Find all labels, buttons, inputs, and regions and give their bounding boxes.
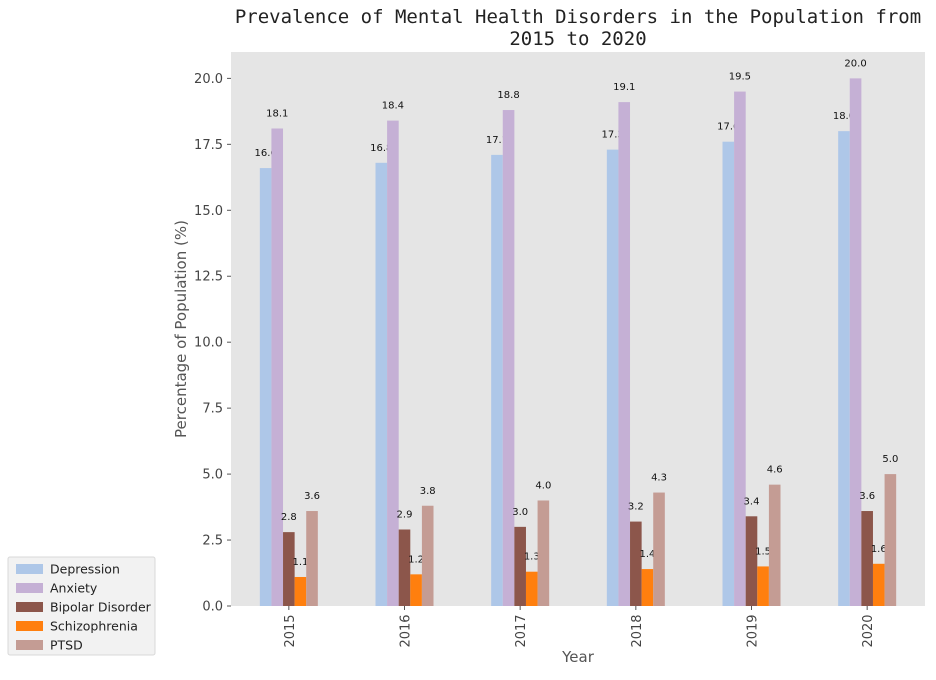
data-label-schizophrenia-2020: 1.6	[871, 544, 887, 555]
data-label-schizophrenia-2016: 1.2	[408, 554, 424, 565]
data-label-anxiety-2015: 18.1	[266, 109, 288, 120]
legend-swatch-ptsd	[16, 640, 43, 650]
bar-depression-2015	[259, 168, 272, 606]
data-label-ptsd-2018: 4.3	[651, 473, 667, 484]
x-tick-label: 2017	[514, 614, 529, 647]
data-label-depression-2016: 16.8	[370, 143, 392, 154]
legend-label-schizophrenia: Schizophrenia	[50, 619, 138, 634]
data-label-depression-2017: 17.1	[486, 135, 508, 146]
y-tick-label: 15.0	[194, 204, 223, 219]
legend-swatch-anxiety	[16, 583, 43, 593]
bar-bipolar-disorder-2015	[283, 532, 295, 606]
bar-ptsd-2020	[884, 474, 897, 606]
legend-label-depression: Depression	[50, 562, 120, 577]
data-label-anxiety-2016: 18.4	[382, 101, 404, 112]
data-label-ptsd-2016: 3.8	[420, 486, 436, 497]
x-tick-label: 2018	[630, 614, 645, 647]
data-label-schizophrenia-2018: 1.4	[639, 549, 655, 560]
bar-schizophrenia-2016	[410, 574, 422, 606]
chart-title-line-2: 2015 to 2020	[509, 28, 646, 50]
data-label-depression-2018: 17.3	[601, 130, 623, 141]
data-label-bipolar-disorder-2017: 3.0	[512, 507, 528, 518]
data-label-depression-2020: 18.0	[833, 111, 855, 122]
data-label-bipolar-disorder-2015: 2.8	[281, 512, 297, 523]
y-axis-label: Percentage of Population (%)	[172, 220, 190, 438]
bar-ptsd-2018	[653, 492, 665, 606]
data-label-bipolar-disorder-2018: 3.2	[628, 502, 644, 513]
data-label-depression-2015: 16.6	[254, 148, 276, 159]
bar-anxiety-2015	[271, 128, 284, 606]
bar-bipolar-disorder-2020	[861, 511, 873, 606]
bar-schizophrenia-2018	[641, 569, 654, 606]
bar-schizophrenia-2020	[872, 563, 885, 606]
data-label-anxiety-2020: 20.0	[844, 58, 866, 69]
y-tick-label: 7.5	[202, 402, 223, 417]
bar-bipolar-disorder-2017	[514, 526, 526, 606]
data-label-anxiety-2019: 19.5	[729, 72, 751, 83]
bar-depression-2016	[375, 162, 388, 607]
data-label-schizophrenia-2019: 1.5	[755, 546, 771, 557]
y-axis: 0.0 2.5 5.0 7.5 10.0 12.5 15.0 17.5 20.0	[194, 72, 231, 615]
data-label-ptsd-2019: 4.6	[767, 465, 783, 476]
bar-bipolar-disorder-2018	[630, 521, 642, 606]
bar-anxiety-2017	[502, 110, 515, 606]
data-label-anxiety-2018: 19.1	[613, 82, 635, 93]
data-label-depression-2019: 17.6	[717, 122, 739, 133]
bar-ptsd-2017	[537, 500, 550, 606]
x-tick-label: 2015	[283, 614, 298, 647]
x-tick-label: 2019	[746, 614, 761, 647]
x-axis: 2015 2016 2017 2018 2019 2020	[283, 606, 876, 648]
legend-label-ptsd: PTSD	[50, 638, 83, 653]
bar-anxiety-2016	[387, 120, 399, 606]
data-label-bipolar-disorder-2016: 2.9	[397, 510, 413, 521]
y-tick-label: 2.5	[202, 534, 223, 549]
data-label-schizophrenia-2017: 1.3	[524, 552, 540, 563]
legend: Depression Anxiety Bipolar Disorder Schizop…	[7, 556, 156, 656]
data-label-bipolar-disorder-2019: 3.4	[744, 496, 760, 507]
legend-box	[7, 556, 156, 656]
bar-depression-2018	[606, 149, 619, 607]
data-label-bipolar-disorder-2020: 3.6	[859, 491, 875, 502]
bars-group: 16.6 18.1 2.8 1.1 3.6 16.8 18.4 2.9 1.2 3.8 17.1 18…	[254, 58, 898, 607]
data-label-ptsd-2015: 3.6	[304, 491, 320, 502]
bar-ptsd-2016	[421, 505, 434, 606]
y-tick-label: 10.0	[194, 336, 223, 351]
bar-depression-2019	[722, 141, 735, 606]
bar-schizophrenia-2019	[757, 566, 769, 606]
x-axis-label: Year	[561, 648, 595, 666]
y-tick-label: 20.0	[194, 72, 223, 87]
x-tick-label: 2020	[861, 614, 876, 647]
plot-area	[231, 52, 925, 606]
legend-label-bipolar-disorder: Bipolar Disorder	[50, 600, 152, 615]
chart-title-line-1: Prevalence of Mental Health Disorders in…	[235, 6, 921, 28]
x-tick-label: 2016	[399, 614, 414, 647]
y-tick-label: 17.5	[194, 138, 223, 153]
bar-anxiety-2020	[849, 78, 862, 606]
legend-swatch-depression	[16, 564, 43, 574]
bar-schizophrenia-2015	[294, 576, 307, 606]
bar-bipolar-disorder-2019	[745, 516, 758, 606]
bar-depression-2020	[838, 131, 850, 606]
y-tick-label: 12.5	[194, 270, 223, 285]
data-label-schizophrenia-2015: 1.1	[292, 557, 308, 568]
y-tick-label: 0.0	[202, 600, 223, 615]
legend-swatch-schizophrenia	[16, 621, 43, 631]
bar-bipolar-disorder-2016	[398, 529, 411, 606]
bar-depression-2017	[491, 154, 503, 606]
bar-anxiety-2018	[618, 102, 631, 607]
data-label-ptsd-2017: 4.0	[535, 480, 551, 491]
legend-label-anxiety: Anxiety	[50, 581, 98, 596]
bar-schizophrenia-2017	[525, 571, 538, 606]
bar-ptsd-2015	[306, 511, 318, 606]
bar-ptsd-2019	[768, 484, 781, 606]
data-label-anxiety-2017: 18.8	[497, 90, 519, 101]
bar-anxiety-2019	[734, 91, 746, 606]
legend-swatch-bipolar-disorder	[16, 602, 43, 612]
y-tick-label: 5.0	[202, 468, 223, 483]
data-label-ptsd-2020: 5.0	[882, 454, 898, 465]
